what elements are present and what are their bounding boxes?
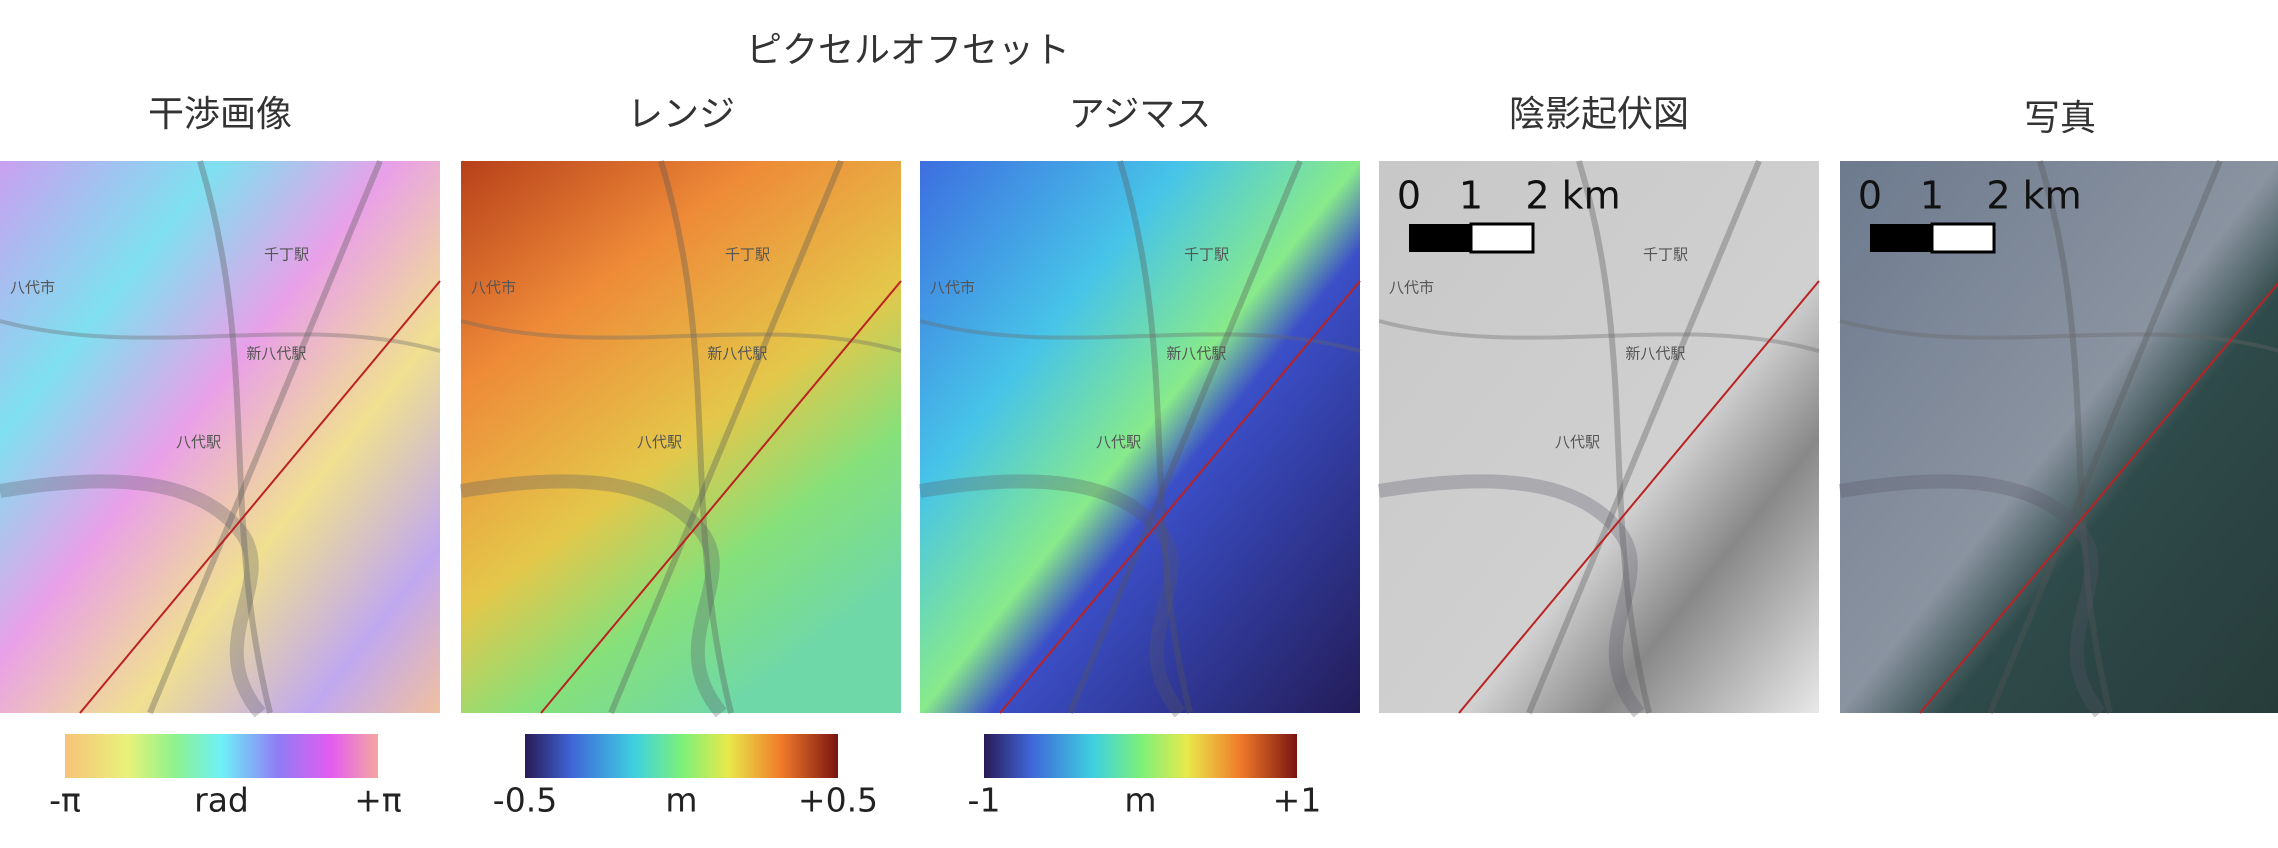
map-label: 新八代駅 — [246, 345, 306, 363]
map-label: 千丁駅 — [1643, 245, 1688, 263]
road — [1987, 159, 2223, 715]
map-image — [1840, 161, 2278, 713]
colorbar-unit: m — [665, 781, 697, 820]
river — [0, 474, 266, 718]
scalebar-label: 0 — [1397, 174, 1421, 218]
road — [460, 319, 902, 353]
scalebar-black — [1870, 224, 1932, 252]
road — [1526, 159, 1762, 715]
scalebar-label: 1 — [1920, 174, 1944, 218]
scalebar-label: 0 — [1858, 174, 1882, 218]
scalebar-label: 2 km — [1525, 174, 1620, 218]
colorbar-min: -0.5 — [493, 781, 557, 820]
road — [1117, 160, 1193, 714]
panel-title: 写真 — [2024, 98, 2096, 139]
map-label: 新八代駅 — [707, 345, 767, 363]
map-label: 新八代駅 — [1166, 345, 1226, 363]
scalebar-black — [1409, 224, 1471, 252]
river — [1838, 474, 2106, 718]
fault-line — [999, 280, 1361, 714]
map-label: 千丁駅 — [725, 245, 770, 263]
map-label: 千丁駅 — [1184, 245, 1229, 263]
panel-title: アジマス — [1069, 94, 1212, 135]
road — [1378, 319, 1820, 353]
colorbar-max: +1 — [1273, 781, 1322, 820]
map-label: 八代市 — [1389, 278, 1434, 296]
road — [658, 160, 734, 714]
road — [608, 159, 844, 715]
road — [0, 319, 441, 353]
colorbar — [984, 734, 1297, 778]
map-image — [0, 161, 440, 713]
map-panel — [1838, 159, 2278, 718]
colorbar-max: +π — [354, 781, 402, 820]
panel-title: 干渉画像 — [148, 94, 292, 135]
map-image — [920, 161, 1360, 713]
scalebar-label: 1 — [1459, 174, 1483, 218]
map-label: 千丁駅 — [264, 245, 309, 263]
fault-line — [540, 280, 902, 714]
map-image — [461, 161, 901, 713]
map-label: 八代駅 — [1555, 433, 1600, 451]
map-label: 八代駅 — [176, 433, 221, 451]
map-label: 八代駅 — [637, 433, 682, 451]
fault-line — [1458, 280, 1820, 714]
road — [147, 159, 383, 715]
road — [1576, 160, 1652, 714]
river — [1377, 474, 1645, 718]
scalebar-white — [1469, 222, 1535, 254]
road — [919, 319, 1361, 353]
road — [197, 160, 273, 714]
fault-line — [1919, 281, 2278, 714]
colorbar-unit: m — [1124, 781, 1156, 820]
road — [1067, 159, 1303, 715]
river — [918, 474, 1186, 718]
map-label: 八代駅 — [1096, 433, 1141, 451]
panel-title: レンジ — [627, 94, 735, 135]
colorbar-unit: rad — [194, 781, 249, 820]
map-label: 八代市 — [471, 278, 516, 296]
colorbar-min: -1 — [968, 781, 1001, 820]
fault-line — [79, 280, 441, 714]
scalebar-label: 2 km — [1986, 174, 2081, 218]
map-label: 新八代駅 — [1625, 345, 1685, 363]
colorbar-min: -π — [49, 781, 81, 820]
map-label: 八代市 — [10, 278, 55, 296]
road — [2037, 160, 2113, 714]
road — [1839, 319, 2278, 353]
colorbar-max: +0.5 — [798, 781, 878, 820]
colorbar — [65, 734, 378, 778]
map-label: 八代市 — [930, 278, 975, 296]
panel-title: 陰影起伏図 — [1509, 94, 1689, 135]
map-image — [1379, 161, 1819, 713]
river — [459, 474, 727, 718]
scalebar-white — [1930, 222, 1996, 254]
colorbar — [525, 734, 838, 778]
supertitle: ピクセルオフセット — [746, 30, 1070, 71]
